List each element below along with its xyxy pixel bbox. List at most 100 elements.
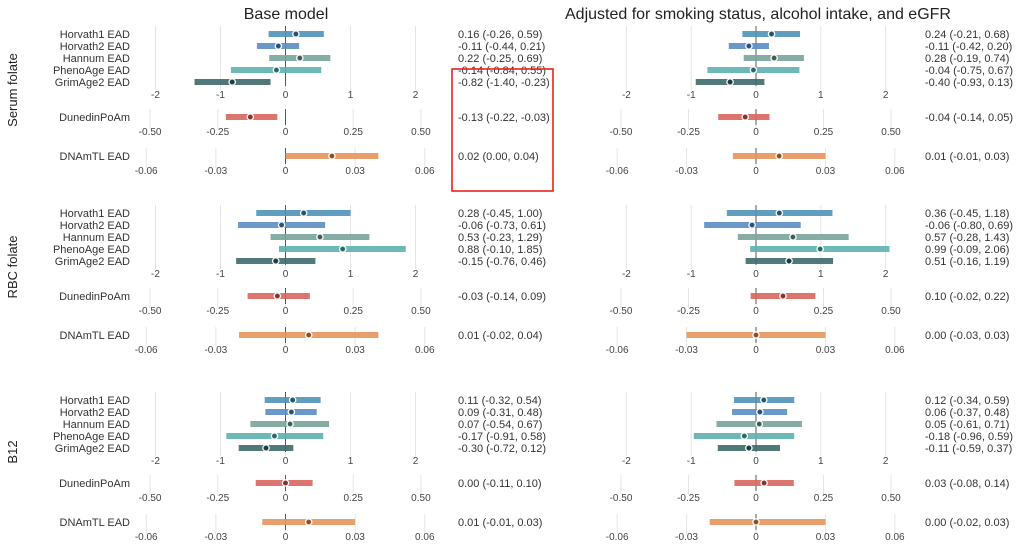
- row-label: Horvath2 EAD: [60, 41, 130, 53]
- point-core: [317, 234, 323, 240]
- row-label: DNAmTL EAD: [60, 517, 131, 529]
- dnamtl-estimate-row: DNAmTL EAD 0.02 (0.00, 0.04): [60, 151, 539, 163]
- dnamtl-axis-block: -0.06 -0.03 0 0.03 0.06: [135, 148, 435, 177]
- ead-estimate-row: -0.18 (-0.96, 0.59): [693, 431, 1013, 443]
- tick-label: 0.50: [411, 493, 431, 504]
- tick-label: -0.25: [677, 306, 700, 317]
- row-label: Horvath1 EAD: [60, 208, 130, 220]
- tick-label: -0.50: [139, 127, 162, 138]
- row-label: Horvath1 EAD: [60, 395, 130, 407]
- tick-label: 0.50: [881, 493, 901, 504]
- tick-label: -1: [216, 269, 225, 280]
- ead-estimate-row: 0.99 (-0.09, 2.06): [750, 244, 1009, 256]
- tick-label: 1: [348, 90, 354, 101]
- tick-label: 0: [283, 269, 289, 280]
- tick-label: 0: [753, 90, 759, 101]
- dnamtl-axis-block: -0.06 -0.03 0 0.03 0.06: [135, 514, 435, 543]
- tick-label: -0.03: [204, 532, 227, 543]
- tick-label: 0.03: [816, 345, 836, 356]
- point-core: [230, 79, 235, 85]
- estimate-text: -0.11 (-0.59, 0.37): [925, 443, 1012, 455]
- tick-label: 0.03: [345, 532, 365, 543]
- ead-estimate-row: Hannum EAD 0.22 (-0.25, 0.69): [63, 53, 543, 65]
- row-label: PhenoAge EAD: [53, 65, 130, 77]
- estimate-text: -0.14 (-0.84, 0.55): [458, 65, 546, 77]
- point-core: [817, 246, 823, 252]
- tick-label: 0.03: [816, 532, 836, 543]
- estimate-text: -0.11 (-0.44, 0.21): [458, 41, 545, 53]
- ead-estimate-row: Horvath1 EAD 0.11 (-0.32, 0.54): [60, 395, 542, 407]
- point-core: [780, 293, 786, 299]
- estimate-text: 0.11 (-0.32, 0.54): [458, 395, 542, 407]
- tick-label: 0.06: [415, 166, 435, 177]
- row-label: GrimAge2 EAD: [55, 256, 130, 268]
- row-label: DNAmTL EAD: [60, 330, 131, 342]
- tick-label: -0.03: [675, 345, 698, 356]
- tick-label: -2: [151, 90, 160, 101]
- tick-label: -1: [216, 90, 225, 101]
- tick-label: 1: [818, 456, 824, 467]
- tick-label: -1: [687, 269, 696, 280]
- ead-estimate-row: Horvath2 EAD -0.06 (-0.73, 0.61): [60, 220, 546, 232]
- tick-label: 0.50: [881, 127, 901, 138]
- tick-label: 0.03: [345, 166, 365, 177]
- dunedin-estimate-row: -0.04 (-0.14, 0.05): [718, 112, 1013, 124]
- ead-estimate-row: GrimAge2 EAD -0.30 (-0.72, 0.12): [55, 443, 546, 455]
- estimate-text: 0.00 (-0.02, 0.03): [925, 517, 1009, 529]
- estimate-text: -0.11 (-0.42, 0.20): [925, 41, 1012, 53]
- point-core: [248, 114, 253, 120]
- tick-label: 0.50: [411, 127, 431, 138]
- estimate-text: 0.16 (-0.26, 0.59): [458, 29, 542, 41]
- tick-label: 2: [413, 90, 419, 101]
- tick-label: -2: [151, 269, 160, 280]
- estimate-text: 0.00 (-0.03, 0.03): [925, 330, 1009, 342]
- ead-estimate-row: PhenoAge EAD -0.17 (-0.91, 0.58): [53, 431, 546, 443]
- estimate-text: 0.01 (-0.01, 0.03): [458, 517, 542, 529]
- tick-label: -1: [687, 456, 696, 467]
- estimate-text: 0.28 (-0.45, 1.00): [458, 208, 542, 220]
- point-core: [263, 445, 269, 451]
- tick-label: -2: [622, 456, 631, 467]
- tick-label: 0: [283, 166, 289, 177]
- estimate-text: 0.57 (-0.28, 1.43): [925, 232, 1009, 244]
- estimate-text: -0.04 (-0.75, 0.67): [925, 65, 1013, 77]
- tick-label: -2: [622, 269, 631, 280]
- point-core: [272, 433, 277, 439]
- tick-label: 0.06: [415, 345, 435, 356]
- point-core: [753, 332, 759, 338]
- estimate-text: 0.22 (-0.25, 0.69): [458, 53, 542, 65]
- ead-estimate-row: GrimAge2 EAD -0.82 (-1.40, -0.23): [55, 77, 550, 89]
- tick-label: -0.06: [135, 532, 158, 543]
- tick-label: 0: [753, 166, 759, 177]
- estimate-text: 0.88 (-0.10, 1.85): [458, 244, 542, 256]
- estimate-text: -0.40 (-0.93, 0.13): [925, 77, 1013, 89]
- estimate-text: 0.01 (-0.01, 0.03): [925, 151, 1009, 163]
- tick-label: 0.25: [343, 306, 363, 317]
- tick-label: 0: [283, 345, 289, 356]
- dunedin-estimate-row: DunedinPoAm -0.13 (-0.22, -0.03): [59, 112, 550, 124]
- estimate-text: 0.09 (-0.31, 0.48): [458, 407, 542, 419]
- point-core: [276, 43, 281, 49]
- tick-label: 0: [753, 306, 759, 317]
- tick-label: -0.06: [606, 166, 629, 177]
- tick-label: 0.25: [814, 127, 834, 138]
- point-core: [274, 67, 279, 73]
- estimate-text: 0.05 (-0.61, 0.71): [925, 419, 1009, 431]
- estimate-text: -0.03 (-0.14, 0.09): [458, 291, 546, 303]
- tick-label: -0.50: [139, 306, 162, 317]
- row-label: DNAmTL EAD: [60, 151, 131, 163]
- row-label: Hannum EAD: [63, 232, 130, 244]
- row-strip-label: RBC folate: [5, 236, 20, 299]
- tick-label: -1: [687, 90, 696, 101]
- tick-label: 0: [283, 456, 289, 467]
- point-core: [293, 31, 299, 37]
- row-label: PhenoAge EAD: [53, 244, 130, 256]
- point-core: [290, 397, 295, 403]
- tick-label: -0.03: [204, 345, 227, 356]
- estimate-text: -0.82 (-1.40, -0.23): [458, 77, 550, 89]
- point-core: [753, 519, 759, 525]
- tick-label: -0.50: [610, 306, 633, 317]
- point-core: [776, 153, 782, 159]
- point-core: [340, 246, 345, 252]
